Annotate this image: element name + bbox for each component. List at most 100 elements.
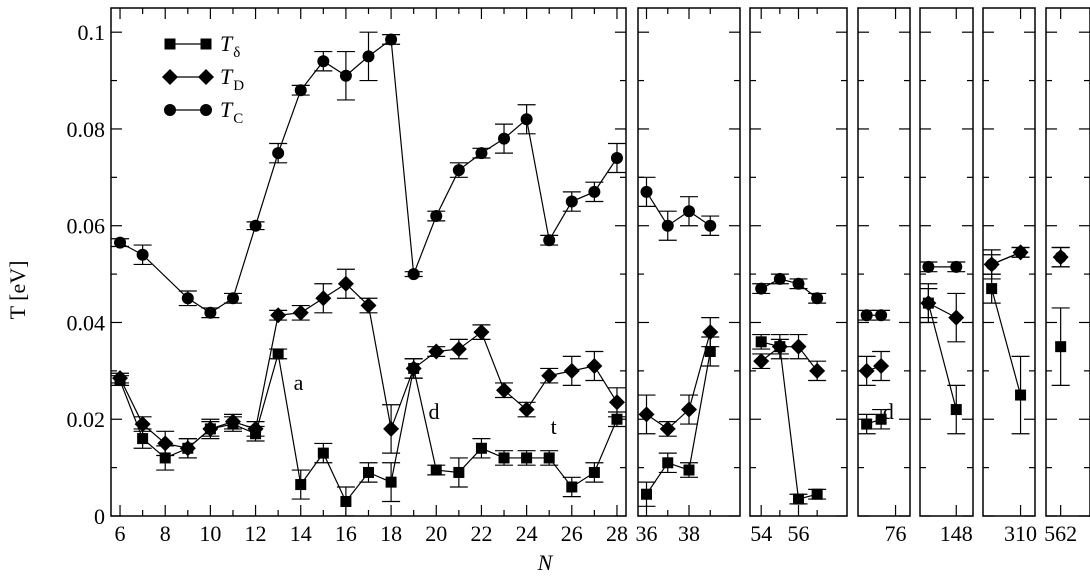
data-point-diamond (496, 382, 513, 399)
data-point-circle (773, 272, 786, 285)
data-point-circle (249, 219, 262, 232)
data-point-circle (860, 309, 873, 322)
series-line-diamond (760, 346, 818, 372)
data-point-circle (1014, 246, 1027, 259)
x-tick-label: 54 (750, 521, 772, 546)
y-tick-label: 0 (94, 504, 105, 529)
data-point-diamond (112, 370, 129, 387)
data-point-circle (204, 306, 217, 319)
x-tick-label: 26 (561, 521, 583, 546)
data-point-circle (704, 219, 717, 232)
data-point-square (755, 336, 767, 348)
data-point-diamond (858, 362, 875, 379)
data-point-square (498, 452, 510, 464)
annotation: d (429, 399, 440, 424)
data-point-square (521, 452, 533, 464)
data-point-circle (452, 164, 465, 177)
x-tick-label: 28 (606, 521, 628, 546)
data-point-diamond (428, 343, 445, 360)
panel-1: 36 38 (636, 7, 741, 546)
data-point-square (611, 413, 623, 425)
y-tick-label: 0.08 (67, 117, 106, 142)
chart-panels: 0 0.02 0.04 0.06 0.08 0.1 6 8 10 12 14 16 18 20 22 24 26… (67, 7, 1090, 546)
panel-6: 562 (1044, 7, 1090, 546)
panel-3: 76 d (857, 7, 911, 546)
data-point-circle (1054, 251, 1067, 264)
panel-5-frame (982, 7, 1036, 517)
panel-3-frame (857, 7, 911, 517)
data-point-square (683, 464, 695, 476)
data-point-diamond (134, 416, 151, 433)
x-tick-label: 22 (470, 521, 492, 546)
annotation: d (883, 399, 894, 424)
data-point-circle (498, 132, 511, 145)
data-point-square (986, 283, 998, 295)
data-point-square (793, 493, 804, 505)
panel-2-data (752, 272, 827, 505)
data-point-square (137, 433, 149, 445)
data-point-square (588, 466, 600, 478)
data-point-diamond (224, 413, 241, 430)
legend-label-main: T (220, 64, 234, 89)
data-point-circle (136, 248, 149, 261)
y-tick-label: 0.1 (78, 20, 106, 45)
data-point-diamond (608, 394, 625, 411)
data-point-square (543, 452, 555, 464)
data-point-diamond (586, 358, 603, 375)
annotation: a (294, 370, 304, 395)
legend-marker-circle (200, 104, 212, 116)
data-point-diamond (790, 338, 807, 355)
data-point-circle (565, 195, 578, 208)
x-tick-label: 310 (1004, 521, 1037, 546)
data-point-circle (430, 210, 443, 223)
series-line-circle (760, 278, 818, 299)
data-point-diamond (360, 297, 377, 314)
series-line-square (646, 351, 711, 495)
data-point-diamond (315, 290, 332, 307)
data-point-circle (385, 33, 398, 46)
legend-marker-diamond (162, 69, 178, 85)
x-tick-label: 24 (516, 521, 538, 546)
series-line-circle (119, 38, 618, 314)
data-point-square (1055, 341, 1067, 353)
data-point-diamond (920, 295, 937, 312)
data-point-diamond (753, 353, 770, 370)
annotation: t (551, 414, 557, 439)
data-point-circle (640, 185, 653, 198)
panel-6-frame (1045, 7, 1090, 517)
series-line-square (761, 341, 818, 500)
data-point-circle (294, 84, 307, 97)
panel-4-data (920, 260, 966, 435)
data-point-square (875, 413, 887, 425)
data-point-circle (755, 282, 768, 295)
legend-label: TC (220, 97, 243, 127)
data-point-circle (475, 147, 488, 160)
data-point-circle (272, 147, 285, 160)
y-tick-label: 0.06 (67, 214, 106, 239)
data-point-circle (543, 234, 556, 247)
data-point-circle (922, 260, 935, 273)
data-point-square (272, 348, 284, 360)
legend-label: Tδ (220, 31, 240, 61)
data-point-square (566, 481, 578, 493)
data-point-diamond (563, 362, 580, 379)
x-tick-label: 36 (636, 521, 658, 546)
data-point-diamond (771, 338, 788, 355)
panel-2-frame (749, 7, 848, 517)
legend-marker-square (164, 38, 176, 50)
data-point-diamond (337, 275, 354, 292)
data-point-circle (792, 277, 805, 290)
legend-label-subscript: δ (233, 45, 240, 61)
x-tick-label: 8 (160, 521, 171, 546)
data-point-circle (950, 260, 963, 273)
panel-4: 148 (919, 7, 974, 546)
legend-label-main: T (220, 97, 234, 122)
x-tick-label: 6 (115, 521, 126, 546)
data-point-diamond (681, 401, 697, 418)
y-tick-label: 0.02 (67, 407, 106, 432)
x-tick-label: 562 (1044, 521, 1077, 546)
panel-0-data (111, 31, 626, 516)
legend-label-subscript: D (233, 78, 244, 94)
